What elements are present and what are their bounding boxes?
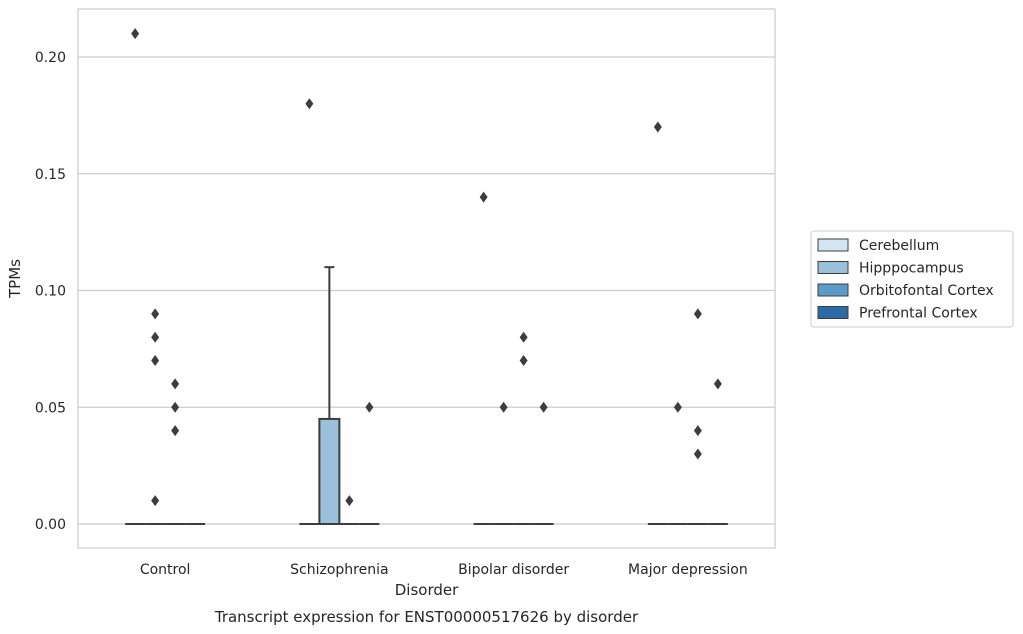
outlier-point xyxy=(653,121,662,133)
outlier-point xyxy=(345,495,354,507)
outlier-point xyxy=(479,191,488,203)
box xyxy=(493,401,514,525)
series-hipppocampus xyxy=(145,266,688,525)
x-tick-label: Major depression xyxy=(628,562,748,578)
x-tick-label: Schizophrenia xyxy=(290,562,388,578)
legend-swatch xyxy=(817,238,849,252)
outlier-point xyxy=(171,401,180,413)
outlier-point xyxy=(171,378,180,390)
box xyxy=(687,308,708,525)
legend-swatch xyxy=(817,283,849,297)
y-tick-label: 0.15 xyxy=(35,167,66,183)
legend: Cerebellum Hipppocampus Orbitofontal Corte… xyxy=(810,230,1014,328)
outlier-point xyxy=(499,401,508,413)
legend-entry-label: Orbitofontal Cortex xyxy=(859,283,994,299)
box xyxy=(339,495,360,525)
box xyxy=(513,331,534,525)
outlier-point xyxy=(693,308,702,320)
legend-swatch xyxy=(817,261,849,274)
y-gridlines xyxy=(78,56,775,525)
outlier-point xyxy=(151,495,160,507)
box xyxy=(473,191,494,525)
series-orbitofontal-cortex xyxy=(165,308,708,525)
box xyxy=(533,401,554,525)
legend-swatch xyxy=(817,306,849,319)
x-axis-ticks: Control Schizophrenia Bipolar disorder Majo… xyxy=(140,562,748,578)
y-axis-ticks: 0.00 0.05 0.10 0.15 0.20 xyxy=(35,50,66,533)
box xyxy=(125,28,146,525)
chart-title: Transcript expression for ENST0000051762… xyxy=(214,608,639,626)
box xyxy=(145,308,166,525)
box xyxy=(299,98,320,525)
plot-area xyxy=(77,8,776,549)
series-prefrontal-cortex xyxy=(185,378,728,525)
outlier-point xyxy=(171,425,180,437)
y-tick-label: 0.20 xyxy=(35,50,66,66)
x-tick-label: Bipolar disorder xyxy=(458,562,569,578)
x-tick-label: Control xyxy=(140,562,191,578)
outlier-point xyxy=(539,401,548,413)
y-tick-label: 0.00 xyxy=(35,517,66,533)
y-tick-label: 0.05 xyxy=(35,400,66,416)
outlier-point xyxy=(713,378,722,390)
box xyxy=(667,401,688,525)
outlier-point xyxy=(519,355,528,367)
box xyxy=(359,401,380,525)
legend-entry-label: Cerebellum xyxy=(859,238,939,254)
outlier-point xyxy=(305,98,314,110)
box xyxy=(647,121,668,525)
legend-frame xyxy=(810,230,1014,328)
outlier-point xyxy=(365,401,374,413)
outlier-point xyxy=(693,448,702,460)
outlier-point xyxy=(519,331,528,343)
box-body xyxy=(318,417,341,525)
outlier-point xyxy=(151,355,160,367)
y-axis-label: TPMs xyxy=(6,259,24,299)
outlier-point xyxy=(693,425,702,437)
legend-entry-label: Hipppocampus xyxy=(859,261,964,277)
outlier-point xyxy=(151,308,160,320)
box-series xyxy=(125,28,728,525)
outlier-point xyxy=(131,28,140,40)
box xyxy=(318,266,341,525)
box xyxy=(165,378,186,525)
outlier-point xyxy=(151,331,160,343)
x-axis-label: Disorder xyxy=(395,581,459,599)
box xyxy=(707,378,728,525)
series-cerebellum xyxy=(125,28,668,525)
legend-entry-label: Prefrontal Cortex xyxy=(859,306,978,322)
outlier-point xyxy=(673,401,682,413)
y-tick-label: 0.10 xyxy=(35,284,66,300)
